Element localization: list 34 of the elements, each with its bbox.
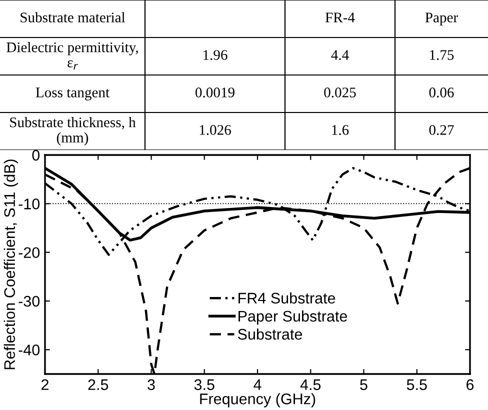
x-tick-label: 3.5 <box>194 379 214 390</box>
text: Paper <box>425 12 458 26</box>
y-tick-label: -10 <box>18 198 40 210</box>
x-tick-label: 6 <box>466 379 474 390</box>
y-tick-label: 0 <box>32 150 40 161</box>
text: 0.0019 <box>196 88 234 98</box>
text: 1.96 <box>204 50 228 60</box>
text: 4.4 <box>331 50 349 60</box>
text: 1.6 <box>332 125 349 135</box>
y-tick-label: -20 <box>18 247 40 258</box>
text: Loss tangent <box>36 88 110 100</box>
x-tick-label: 2 <box>42 379 48 390</box>
y-tick-label: -30 <box>18 296 40 307</box>
legend-label: Substrate <box>238 328 302 340</box>
x-tick-label: 5.5 <box>406 379 427 390</box>
x-axis-title: Frequency (GHz) <box>200 393 316 408</box>
text: 1.75 <box>430 50 454 60</box>
y-tick-label: -40 <box>18 344 40 356</box>
text: 1.026 <box>200 125 231 135</box>
x-tick-label: 3 <box>148 379 155 390</box>
legend-label: Paper Substrate <box>238 310 348 325</box>
text: Substrate thickness, h (mm) <box>10 117 136 146</box>
y-axis-title: Reflection Coefficient, S11 (dB) <box>4 160 18 370</box>
text: Substrate material <box>20 12 126 22</box>
legend-label: FR4 Substrate <box>238 292 336 304</box>
x-tick-label: 5 <box>360 379 368 390</box>
text: 0.27 <box>429 125 454 135</box>
text: Dielectric permittivity, ε$_{r}$ <box>6 42 138 70</box>
x-tick-label: 4.5 <box>300 379 321 390</box>
x-tick-label: 2.5 <box>88 379 108 390</box>
text: FR-4 <box>325 12 355 22</box>
text: 0.06 <box>429 88 454 98</box>
text: 0.025 <box>324 88 356 98</box>
x-tick-label: 4 <box>254 379 262 390</box>
